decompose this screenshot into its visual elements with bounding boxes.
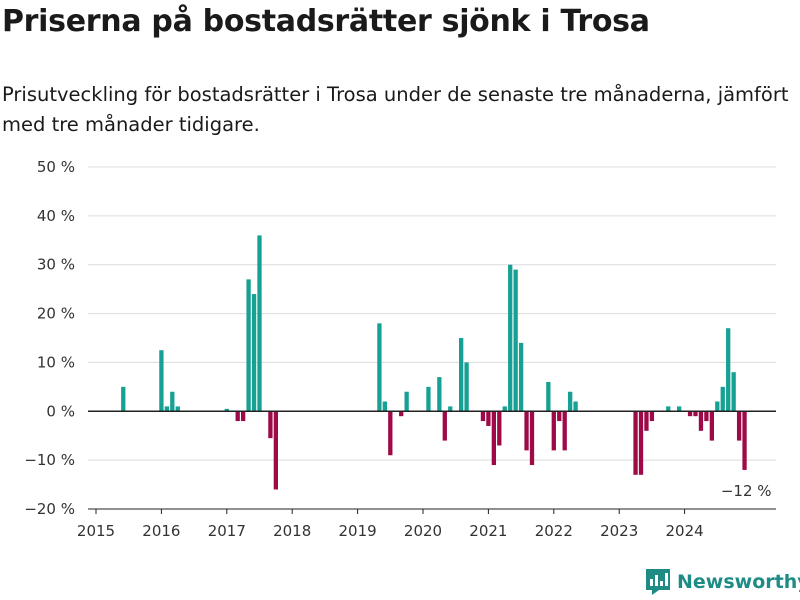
bar (709, 411, 714, 441)
newsworthy-logo-icon (646, 569, 670, 595)
bar (251, 294, 257, 412)
bar (448, 406, 453, 412)
y-tick-label: 40 % (37, 207, 75, 225)
bar (551, 411, 556, 451)
bar (644, 411, 649, 431)
bar (241, 411, 246, 422)
y-tick-label: 30 % (37, 256, 75, 274)
x-axis-tick-labels: 2015 2016 2017 2018 2019 2020 2021 2022 2023 2024 (77, 509, 704, 540)
bar (464, 362, 469, 412)
bar (224, 408, 229, 412)
bar (638, 411, 644, 475)
newsworthy-logo: Newsworthy (645, 568, 800, 596)
bar (170, 391, 175, 412)
bar (164, 406, 169, 412)
y-axis-tick-labels: 50 % 40 % 30 % 20 % 10 % 0 % −10 % −20 % (24, 158, 75, 518)
bar (268, 411, 273, 439)
bar (742, 411, 747, 470)
bar (502, 406, 507, 412)
x-tick-label: 2023 (600, 522, 638, 540)
y-tick-label: 10 % (37, 353, 75, 371)
bar (726, 328, 731, 412)
y-tick-label: −20 % (24, 500, 75, 518)
x-tick-label: 2020 (404, 522, 442, 540)
x-tick-label: 2016 (142, 522, 180, 540)
bar (437, 377, 442, 412)
bar (704, 411, 709, 422)
y-tick-label: 20 % (37, 305, 75, 323)
x-tick-label: 2017 (208, 522, 246, 540)
bar (377, 323, 382, 412)
bar (382, 401, 387, 412)
bar (518, 342, 524, 412)
bar (720, 386, 725, 412)
annotations: −12 % (721, 482, 772, 500)
bar (529, 411, 535, 466)
bar (426, 386, 431, 412)
x-tick-label: 2024 (666, 522, 704, 540)
bar (486, 411, 491, 426)
bar (388, 411, 393, 456)
bar (736, 411, 742, 441)
y-tick-label: 0 % (46, 402, 75, 420)
x-tick-label: 2019 (339, 522, 377, 540)
bar (159, 350, 164, 412)
bar (273, 411, 278, 490)
x-tick-label: 2018 (273, 522, 311, 540)
x-axis (88, 410, 776, 510)
bar (698, 411, 704, 431)
bar (491, 411, 496, 466)
y-tick-label: −10 % (24, 451, 75, 469)
chart-title: Priserna på bostadsrätter sjönk i Trosa (2, 4, 650, 39)
last-value-annotation: −12 % (721, 482, 772, 500)
x-tick-label: 2021 (469, 522, 507, 540)
chart-subtitle: Prisutveckling för bostadsrätter i Trosa… (2, 83, 789, 136)
bar (666, 406, 671, 412)
bar (633, 411, 638, 475)
x-tick-label: 2022 (535, 522, 573, 540)
bar (573, 401, 578, 412)
bar (649, 411, 655, 422)
bar (480, 411, 486, 422)
bar (677, 406, 682, 412)
x-tick-label: 2015 (77, 522, 115, 540)
bar (459, 338, 464, 412)
bar (508, 264, 513, 412)
bar (524, 411, 529, 451)
bars (121, 235, 747, 490)
bar (562, 411, 567, 451)
newsworthy-logo-text: Newsworthy (677, 571, 800, 593)
y-tick-label: 50 % (37, 158, 75, 176)
bar (442, 411, 447, 441)
bar (404, 391, 409, 412)
bar (235, 411, 240, 422)
grid-lines (88, 166, 776, 510)
bar (121, 386, 126, 412)
bar (175, 406, 180, 412)
bar (497, 411, 502, 446)
bar (731, 372, 736, 412)
bar (546, 381, 551, 412)
bar (687, 411, 693, 417)
bar (246, 279, 251, 412)
bar (557, 411, 562, 422)
bar (693, 411, 698, 417)
bar (715, 401, 720, 412)
bar (257, 235, 262, 412)
bar (513, 269, 518, 412)
bar (399, 411, 404, 417)
bar (568, 391, 573, 412)
